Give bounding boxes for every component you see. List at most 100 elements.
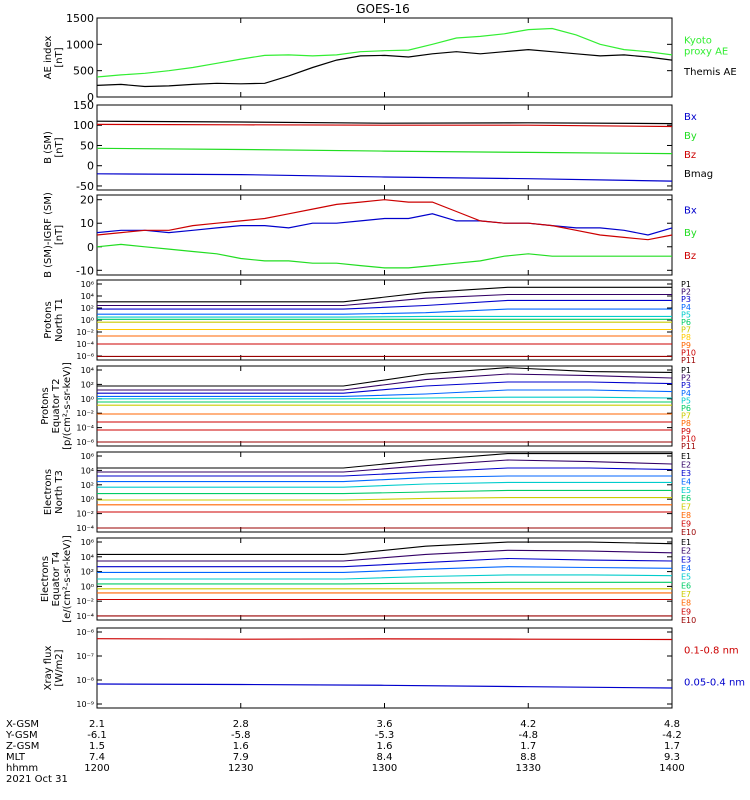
x-row-label: X-GSM [6, 719, 39, 730]
channel-line [97, 489, 672, 495]
x-row-label: MLT [6, 752, 26, 763]
x-row-value: -5.3 [375, 730, 395, 741]
x-row-value: 8.8 [520, 752, 536, 763]
panel-8: 10⁻⁶ 10⁻⁷ 10⁻⁸ 10⁻⁹ Xray flux [W/m2] 0.1-0.8 n… [43, 627, 745, 709]
y-axis-label: [nT] [54, 137, 65, 157]
channel-label: P6 [681, 404, 691, 413]
y-tick-label: 10⁻⁶ [76, 628, 94, 637]
legend-entry: Kyoto [684, 35, 712, 46]
y-tick-label: 10⁻⁶ [76, 438, 94, 447]
channel-label: P8 [681, 333, 691, 342]
channel-label: E3 [681, 555, 691, 564]
x-row-value: 7.4 [89, 752, 105, 763]
x-row-value: -4.2 [662, 730, 682, 741]
channel-label: E2 [681, 460, 691, 469]
y-axis-label: North T1 [54, 298, 65, 342]
channel-label: E8 [681, 511, 691, 520]
y-tick-label: 1000 [66, 38, 94, 51]
channel-label: P3 [681, 295, 691, 304]
x-row-value: 4.8 [664, 719, 680, 730]
channel-label: E6 [681, 581, 691, 590]
channel-line [97, 459, 673, 473]
y-tick-label: 10⁶ [81, 452, 94, 461]
x-row-value: -5.8 [231, 730, 251, 741]
x-row-value: 1.6 [233, 741, 249, 752]
y-tick-label: 10⁴ [81, 366, 94, 375]
y-tick-label: 10⁻⁴ [76, 424, 94, 433]
channel-label: P9 [681, 427, 691, 436]
x-row-label: hhmm [6, 763, 38, 774]
y-axis-label: B (SM)-IGRF (SM) [43, 192, 54, 278]
y-tick-label: 10² [81, 380, 94, 389]
y-tick-label: 10⁻⁴ [76, 612, 94, 621]
y-axis-label: B (SM) [43, 131, 54, 164]
channel-label: P11 [681, 442, 696, 451]
panel-2: -50 0 50 100 150 B (SM) [nT] Bx By Bz Bmag [43, 99, 713, 193]
x-row-value: 3.6 [377, 719, 393, 730]
channel-label: P6 [681, 318, 691, 327]
x-row-value: 1400 [659, 763, 684, 774]
channel-label: E1 [681, 538, 691, 547]
legend-entry: Bz [684, 150, 696, 161]
channel-label: P1 [681, 280, 691, 289]
channel-line [97, 557, 673, 568]
channel-label: P10 [681, 348, 696, 357]
panel-frame [96, 365, 673, 447]
y-tick-label: 150 [73, 99, 94, 112]
y-tick-label: 10⁻² [76, 409, 94, 418]
panel-frame [96, 627, 673, 709]
channel-line [97, 367, 673, 387]
series-line [96, 683, 673, 689]
legend-entry: Bx [684, 112, 697, 123]
series-line [96, 199, 673, 241]
y-tick-label: 10 [80, 217, 94, 230]
legend-entry: Bmag [684, 169, 713, 180]
x-row-value: -4.8 [518, 730, 538, 741]
channel-label: E4 [681, 564, 691, 573]
series-line [96, 638, 673, 641]
channel-label: P2 [681, 288, 691, 297]
channel-label: E2 [681, 547, 691, 556]
channel-line [97, 481, 672, 488]
date-label: 2021 Oct 31 [6, 774, 68, 785]
y-tick-label: 10⁰ [81, 582, 94, 591]
y-tick-label: 500 [73, 65, 94, 78]
channel-line [97, 373, 673, 391]
legend-entry: Bx [684, 205, 697, 216]
y-axis-label: [nT] [54, 225, 65, 245]
channel-line [97, 389, 673, 397]
panel-7: 10⁶ 10⁴ 10² 10⁰ 10⁻² 10⁻⁴ Electrons Equator T4[… [40, 535, 696, 625]
x-row-label: Y-GSM [5, 730, 38, 741]
channel-line [97, 541, 673, 555]
y-tick-label: -10 [76, 264, 94, 277]
channel-line [97, 581, 672, 585]
channel-label: E7 [681, 503, 691, 512]
legend-entry: Bz [684, 251, 696, 262]
panel-frame [96, 194, 673, 276]
x-row-value: 2.8 [233, 719, 249, 730]
channel-line [97, 475, 672, 483]
y-tick-label: 10⁻⁴ [76, 524, 94, 533]
chart-title: GOES-16 [356, 2, 410, 16]
channel-label: P7 [681, 412, 691, 421]
channel-line [97, 467, 673, 477]
channel-label: P2 [681, 374, 691, 383]
channel-label: E9 [681, 607, 691, 616]
channel-label: P8 [681, 419, 691, 428]
x-row-value: 1.7 [664, 741, 680, 752]
channel-line [97, 315, 672, 318]
y-tick-label: 50 [80, 139, 94, 152]
y-tick-label: 10⁻⁸ [76, 676, 94, 685]
channel-label: E3 [681, 469, 691, 478]
channel-line [97, 293, 672, 307]
channel-label: P4 [681, 303, 691, 312]
y-tick-label: 1500 [66, 12, 94, 25]
legend-entry: By [684, 228, 697, 239]
panel-5: 10⁴ 10² 10⁰ 10⁻² 10⁻⁴ 10⁻⁶ Protons Equator T2 [p… [40, 362, 696, 451]
legend-entry: Themis AE [683, 67, 737, 78]
y-axis-label: Electrons [43, 469, 54, 515]
legend-entry: proxy AE [684, 46, 728, 57]
y-tick-label: 100 [73, 119, 94, 132]
